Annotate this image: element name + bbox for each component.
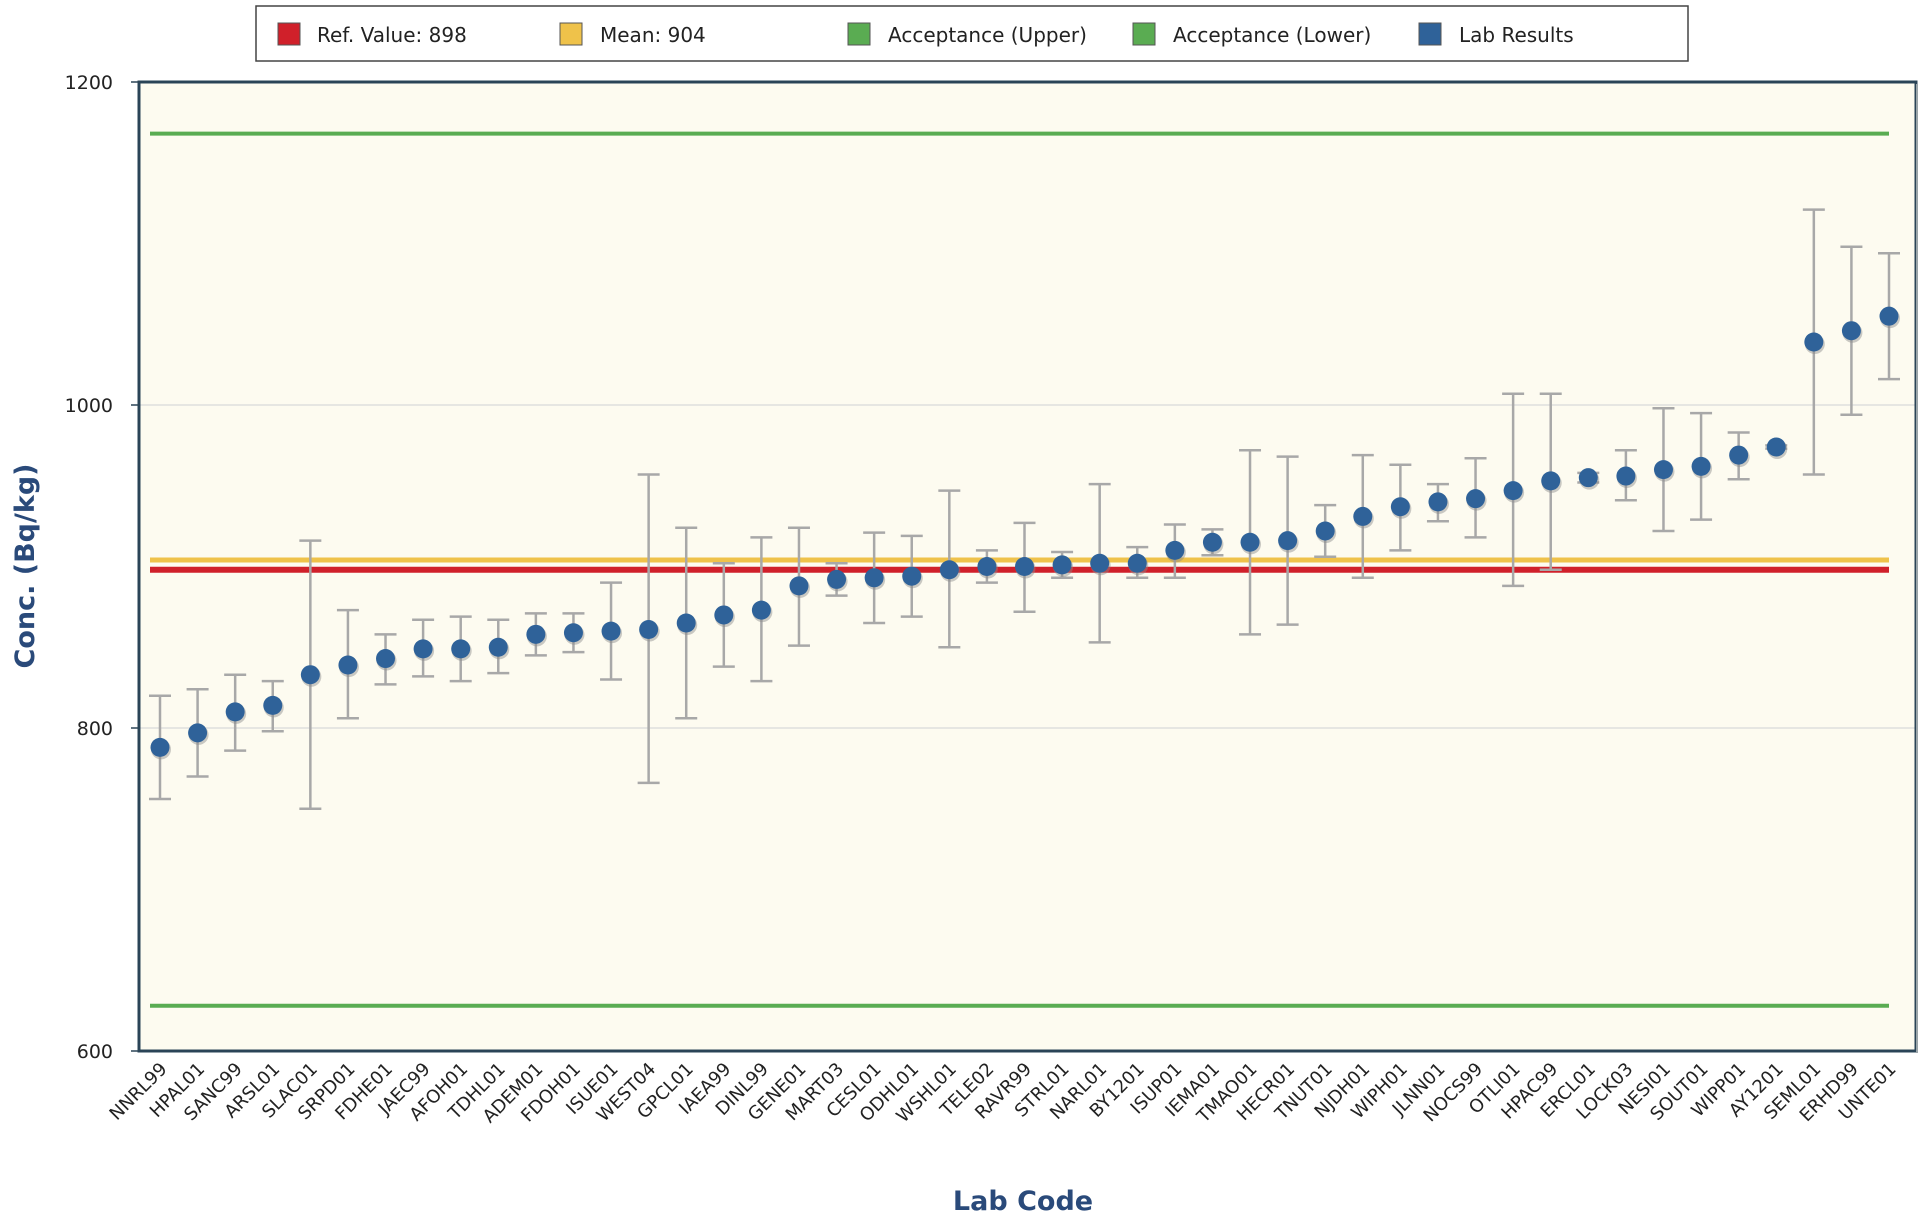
data-point-SOUT01[interactable] [1691, 456, 1711, 476]
legend-swatch-mean [559, 22, 583, 46]
legend-item-mean: Mean: 904 [559, 22, 706, 47]
legend-item-lab-results: Lab Results [1418, 22, 1574, 47]
data-point-UNTE01[interactable] [1879, 306, 1899, 326]
data-point-AFOH01[interactable] [451, 639, 471, 659]
data-point-IEMA01[interactable] [1202, 532, 1222, 552]
data-point-AY1201[interactable] [1766, 437, 1786, 457]
data-point-JLNN01[interactable] [1428, 492, 1448, 512]
data-point-CESL01[interactable] [864, 568, 884, 588]
data-point-NJDH01[interactable] [1353, 506, 1373, 526]
data-point-MART03[interactable] [827, 569, 847, 589]
y-axis-ticks: 600 800 1000 1200 [65, 72, 139, 1063]
data-point-FDHE01[interactable] [376, 649, 396, 669]
legend-item-ref: Ref. Value: 898 [277, 22, 467, 47]
data-point-ODHL01[interactable] [902, 566, 922, 586]
data-point-ERCL01[interactable] [1578, 468, 1598, 488]
legend-item-acceptance-upper: Acceptance (Upper) [847, 22, 1087, 47]
data-point-ARSL01[interactable] [263, 695, 283, 715]
legend-swatch-ref [277, 22, 301, 46]
data-point-OTLI01[interactable] [1503, 481, 1523, 501]
data-point-FDOH01[interactable] [563, 623, 583, 643]
data-point-ADEM01[interactable] [526, 624, 546, 644]
legend: Ref. Value: 898 Mean: 904 Acceptance (Up… [255, 5, 1689, 62]
data-point-SLAC01[interactable] [300, 665, 320, 685]
data-point-RAVR99[interactable] [1015, 557, 1034, 576]
data-point-HECR01[interactable] [1278, 531, 1298, 551]
data-point-GPCL01[interactable] [676, 613, 696, 633]
data-point-WIPH01[interactable] [1390, 497, 1410, 517]
legend-swatch-lab-results [1418, 22, 1442, 46]
legend-label-mean: Mean: 904 [600, 23, 706, 47]
data-point-SEML01[interactable] [1804, 332, 1824, 352]
data-point-TNUT01[interactable] [1315, 521, 1335, 541]
x-axis-ticks: NNRL99HPAL01SANC99ARSL01SLAC01SRPD01FDHE… [106, 1059, 1901, 1128]
legend-label-ref: Ref. Value: 898 [317, 23, 467, 47]
legend-swatch-acceptance-upper [847, 22, 871, 46]
y-axis-title: Conc. (Bq/kg) [10, 464, 41, 669]
x-axis-title: Lab Code [953, 1186, 1093, 1217]
legend-label-acceptance-upper: Acceptance (Upper) [888, 23, 1087, 47]
data-point-WEST04[interactable] [639, 619, 659, 639]
data-point-NESI01[interactable] [1653, 460, 1673, 480]
legend-label-lab-results: Lab Results [1459, 23, 1574, 47]
data-point-NOCS99[interactable] [1466, 489, 1486, 509]
data-point-LOCK03[interactable] [1616, 466, 1636, 486]
data-point-NNRL99[interactable] [150, 737, 170, 757]
gridlines [139, 404, 1916, 729]
data-point-ISUE01[interactable] [601, 621, 621, 641]
data-point-ISUP01[interactable] [1165, 540, 1185, 560]
data-point-IAEA99[interactable] [714, 605, 734, 625]
data-point-SRPD01[interactable] [338, 655, 358, 675]
data-point-BY1201[interactable] [1127, 553, 1147, 573]
data-point-WSHL01[interactable] [939, 560, 959, 580]
data-points [150, 306, 1900, 760]
data-point-HPAC99[interactable] [1541, 471, 1561, 491]
data-point-ERHD99[interactable] [1841, 321, 1861, 341]
data-point-DINL99[interactable] [751, 600, 771, 620]
data-point-TMAO01[interactable] [1240, 532, 1260, 552]
legend-label-acceptance-lower: Acceptance (Lower) [1173, 23, 1371, 47]
data-point-WIPP01[interactable] [1729, 445, 1749, 465]
data-point-HPAL01[interactable] [188, 723, 208, 743]
y-tick-label-800: 800 [77, 718, 113, 740]
data-point-GENE01[interactable] [789, 576, 809, 596]
y-tick-label-600: 600 [77, 1041, 113, 1063]
legend-swatch-acceptance-lower [1132, 22, 1156, 46]
data-point-TDHL01[interactable] [488, 637, 508, 657]
legend-item-acceptance-lower: Acceptance (Lower) [1132, 22, 1371, 47]
data-point-JAEC99[interactable] [413, 639, 433, 659]
legend-box [255, 5, 1689, 62]
data-point-NARL01[interactable] [1090, 553, 1110, 573]
y-tick-label-1000: 1000 [65, 395, 113, 417]
data-point-SANC99[interactable] [225, 702, 245, 722]
data-point-TELE02[interactable] [977, 557, 997, 576]
data-point-STRL01[interactable] [1052, 555, 1072, 575]
y-tick-label-1200: 1200 [65, 72, 113, 94]
